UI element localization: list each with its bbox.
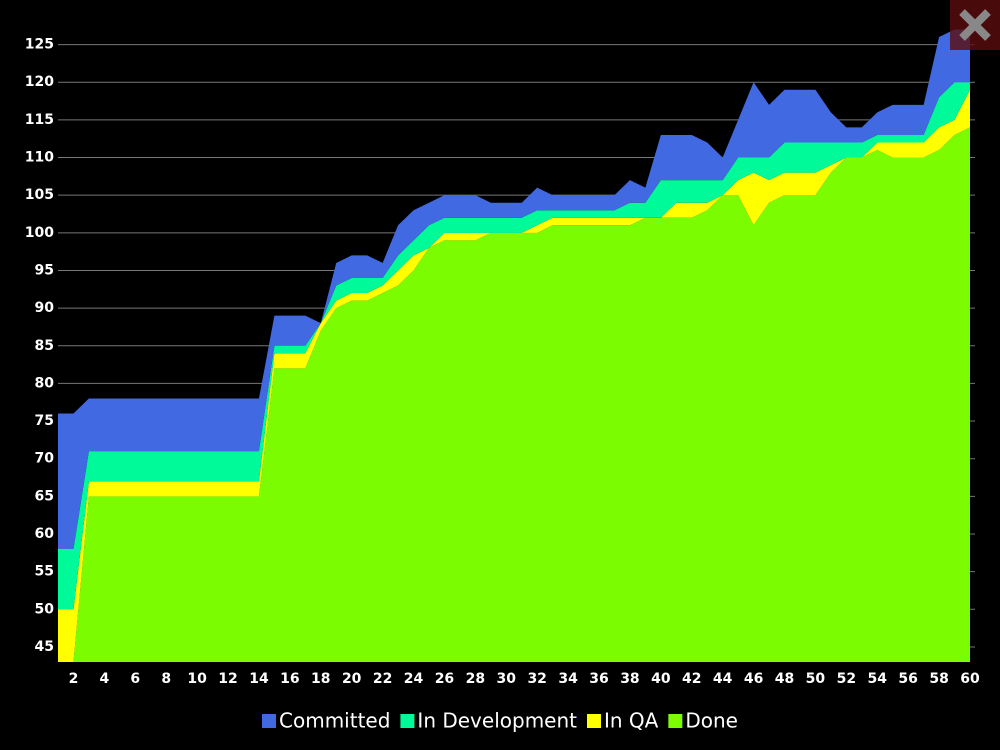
y-tick-label: 70 — [35, 451, 55, 467]
y-tick-label: 115 — [25, 112, 54, 128]
x-tick-label: 14 — [249, 671, 269, 687]
x-tick-label: 16 — [280, 671, 299, 687]
y-tick-label: 60 — [35, 526, 55, 542]
y-tick-label: 105 — [25, 187, 54, 203]
legend-label: In Development — [417, 709, 577, 733]
x-tick-label: 40 — [651, 671, 671, 687]
close-icon — [959, 9, 991, 41]
y-tick-label: 50 — [35, 601, 55, 617]
x-tick-label: 28 — [466, 671, 485, 687]
areas — [58, 29, 970, 662]
y-tick-label: 85 — [35, 338, 54, 354]
area — [58, 89, 970, 662]
x-tick-label: 56 — [898, 671, 917, 687]
legend-item: Committed — [262, 709, 390, 733]
x-tick-label: 52 — [837, 671, 856, 687]
y-tick-label: 45 — [35, 639, 54, 655]
y-tick-label: 95 — [35, 262, 54, 278]
x-tick-label: 34 — [558, 671, 578, 687]
x-tick-label: 8 — [161, 671, 171, 687]
x-tick-label: 42 — [682, 671, 701, 687]
x-tick-label: 12 — [218, 671, 237, 687]
x-tick-label: 36 — [589, 671, 608, 687]
x-tick-label: 50 — [806, 671, 826, 687]
y-tick-label: 120 — [25, 74, 54, 90]
x-tick-label: 44 — [713, 671, 733, 687]
legend-item: In Development — [400, 709, 577, 733]
x-tick-label: 46 — [744, 671, 763, 687]
x-tick-label: 38 — [620, 671, 639, 687]
legend-item: In QA — [587, 709, 659, 733]
y-tick-label: 100 — [25, 225, 54, 241]
legend-swatch — [587, 714, 601, 728]
y-tick-label: 90 — [35, 300, 55, 316]
labels: 4550556065707580859095100105110115120125… — [25, 37, 980, 733]
legend-label: In QA — [604, 709, 659, 733]
x-tick-label: 18 — [311, 671, 330, 687]
x-tick-label: 32 — [527, 671, 546, 687]
y-tick-label: 125 — [25, 37, 54, 53]
legend-swatch — [668, 714, 683, 728]
x-tick-label: 26 — [435, 671, 454, 687]
x-tick-label: 24 — [404, 671, 424, 687]
x-tick-label: 48 — [775, 671, 794, 687]
legend-label: Done — [685, 709, 738, 733]
x-tick-label: 30 — [497, 671, 517, 687]
x-tick-label: 6 — [130, 671, 140, 687]
y-tick-label: 75 — [35, 413, 54, 429]
y-tick-label: 110 — [25, 150, 54, 166]
y-tick-label: 80 — [35, 375, 55, 391]
x-tick-label: 4 — [99, 671, 109, 687]
legend-label: Committed — [279, 709, 390, 733]
x-tick-label: 54 — [868, 671, 888, 687]
y-tick-label: 55 — [35, 564, 54, 580]
legend-swatch — [262, 714, 277, 728]
area — [58, 127, 970, 662]
legend: Committed In Development In QA Done — [262, 709, 738, 733]
x-tick-label: 10 — [187, 671, 207, 687]
close-button[interactable] — [950, 0, 1000, 50]
x-tick-label: 2 — [69, 671, 79, 687]
legend-item: Done — [668, 709, 738, 733]
legend-swatch — [400, 714, 415, 728]
y-tick-label: 65 — [35, 488, 54, 504]
x-tick-label: 20 — [342, 671, 362, 687]
x-tick-label: 22 — [373, 671, 392, 687]
x-tick-label: 60 — [960, 671, 980, 687]
x-tick-label: 58 — [929, 671, 948, 687]
